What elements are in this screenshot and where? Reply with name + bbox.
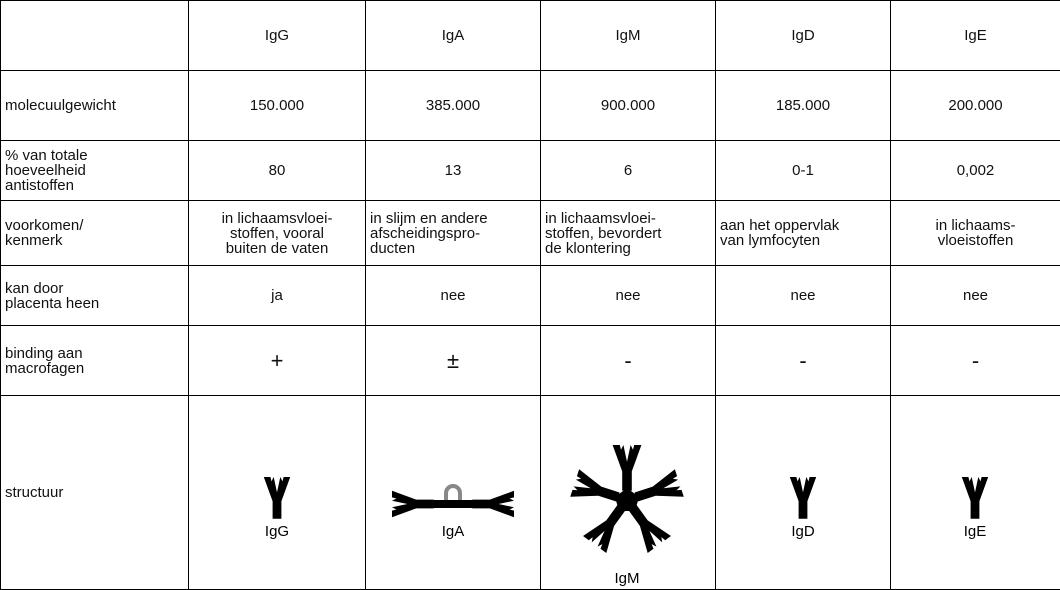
header-row: IgG IgA IgM IgD IgE bbox=[1, 1, 1060, 71]
ige-structure: IgE bbox=[891, 411, 1059, 589]
cell: IgD bbox=[716, 396, 891, 590]
igd-structure: IgD bbox=[716, 411, 890, 589]
cell: ± bbox=[366, 326, 541, 396]
cell: 385.000 bbox=[366, 71, 541, 141]
igm-structure: IgM bbox=[541, 411, 715, 589]
corner-cell bbox=[1, 1, 189, 71]
cell: 150.000 bbox=[189, 71, 366, 141]
cell: IgA bbox=[366, 396, 541, 590]
header-cell: IgD bbox=[716, 1, 891, 71]
cell: 80 bbox=[189, 141, 366, 201]
row-label: voorkomen/ kenmerk bbox=[1, 201, 189, 266]
cell: in lichaamsvloei- stoffen, bevordert de … bbox=[541, 201, 716, 266]
row-label: kan door placenta heen bbox=[1, 266, 189, 326]
row-label: binding aan macrofagen bbox=[1, 326, 189, 396]
row: % van totale hoeveelheid antistoffen 80 … bbox=[1, 141, 1060, 201]
row: structuur IgG IgA IgM IgD IgE bbox=[1, 396, 1060, 590]
cell: nee bbox=[366, 266, 541, 326]
cell: aan het oppervlak van lymfocyten bbox=[716, 201, 891, 266]
row: binding aan macrofagen + ± - - - bbox=[1, 326, 1060, 396]
cell: in lichaamsvloei- stoffen, vooral buiten… bbox=[189, 201, 366, 266]
row-label: molecuulgewicht bbox=[1, 71, 189, 141]
header-cell: IgG bbox=[189, 1, 366, 71]
cell: + bbox=[189, 326, 366, 396]
structure-label: IgA bbox=[442, 523, 465, 540]
structure-label: IgE bbox=[964, 523, 987, 540]
cell: 6 bbox=[541, 141, 716, 201]
cell: 0-1 bbox=[716, 141, 891, 201]
header-cell: IgA bbox=[366, 1, 541, 71]
row-label: structuur bbox=[1, 396, 189, 590]
cell: 900.000 bbox=[541, 71, 716, 141]
cell: - bbox=[716, 326, 891, 396]
igg-structure: IgG bbox=[189, 411, 365, 589]
cell: 13 bbox=[366, 141, 541, 201]
cell: ja bbox=[189, 266, 366, 326]
header-cell: IgE bbox=[891, 1, 1060, 71]
cell: 200.000 bbox=[891, 71, 1060, 141]
cell: nee bbox=[716, 266, 891, 326]
structure-label: IgG bbox=[265, 523, 289, 540]
cell: in lichaams- vloeistoffen bbox=[891, 201, 1060, 266]
cell: nee bbox=[891, 266, 1060, 326]
cell: - bbox=[891, 326, 1060, 396]
cell: nee bbox=[541, 266, 716, 326]
row: molecuulgewicht 150.000 385.000 900.000 … bbox=[1, 71, 1060, 141]
structure-label: IgD bbox=[791, 523, 815, 540]
cell: IgE bbox=[891, 396, 1060, 590]
cell: in slijm en andere afscheidingspro- duct… bbox=[366, 201, 541, 266]
row: kan door placenta heen ja nee nee nee ne… bbox=[1, 266, 1060, 326]
cell: - bbox=[541, 326, 716, 396]
header-cell: IgM bbox=[541, 1, 716, 71]
cell: 185.000 bbox=[716, 71, 891, 141]
cell: IgG bbox=[189, 396, 366, 590]
iga-structure: IgA bbox=[366, 411, 540, 589]
structure-label: IgM bbox=[614, 570, 639, 587]
cell: 0,002 bbox=[891, 141, 1060, 201]
row-label: % van totale hoeveelheid antistoffen bbox=[1, 141, 189, 201]
cell: IgM bbox=[541, 396, 716, 590]
row: voorkomen/ kenmerk in lichaamsvloei- sto… bbox=[1, 201, 1060, 266]
